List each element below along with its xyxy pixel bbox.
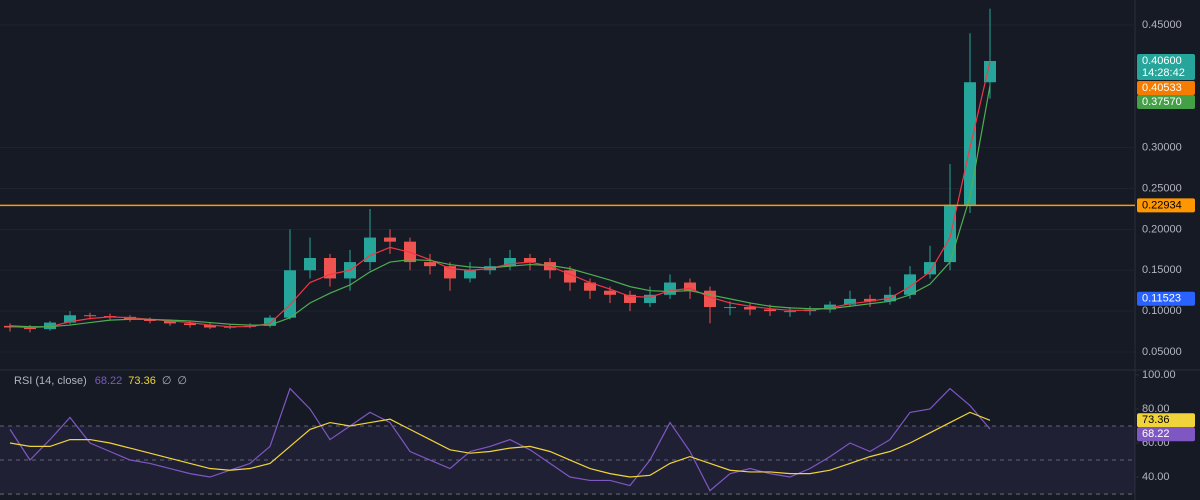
y-tick-label: 0.25000 <box>1142 182 1182 194</box>
candle-body <box>944 204 956 263</box>
candle-body <box>284 270 296 318</box>
moving-average <box>9 85 991 328</box>
hline-label-box <box>1137 198 1195 213</box>
rsi-ma-label-box <box>1137 413 1195 428</box>
rsi-line <box>9 411 991 478</box>
candle-body <box>724 307 736 309</box>
candle-body <box>204 325 216 328</box>
last-price: 0.40600 <box>1142 55 1182 67</box>
candle-body <box>644 294 656 303</box>
rsi-line <box>9 387 991 492</box>
candle-body <box>364 237 376 263</box>
hline-label: 0.22934 <box>1142 199 1182 211</box>
ma-label-box <box>1137 80 1195 95</box>
candle-body <box>324 258 336 279</box>
candle-body <box>84 315 96 317</box>
candle-body <box>664 282 676 295</box>
candle-body <box>144 319 156 321</box>
rsi-label: 68.22 <box>1142 428 1170 440</box>
candle-body <box>764 309 776 312</box>
candle-body <box>64 315 76 323</box>
candle-body <box>304 258 316 271</box>
candle-body <box>584 282 596 291</box>
candle-body <box>684 282 696 291</box>
ma-label: 0.37570 <box>1142 96 1182 108</box>
candle-body <box>744 307 756 310</box>
candle-body <box>864 298 876 302</box>
candle-body <box>264 317 276 326</box>
y-tick-label: 0.45000 <box>1142 19 1182 31</box>
price-box <box>1137 53 1195 80</box>
rsi-ma-label: 73.36 <box>1142 414 1170 426</box>
ma-label-box <box>1137 94 1195 109</box>
countdown: 14:28:42 <box>1142 67 1185 79</box>
candle-body <box>524 258 536 263</box>
candle-body <box>924 262 936 275</box>
indicator-value: ∅ <box>177 375 187 387</box>
y-tick-label: 80.00 <box>1142 403 1170 415</box>
marker-label: 0.11523 <box>1142 293 1181 305</box>
ma-label: 0.40533 <box>1142 82 1182 94</box>
candle-body <box>464 270 476 279</box>
candle-body <box>44 322 56 330</box>
y-tick-label: 100.00 <box>1142 369 1176 381</box>
candle-body <box>24 327 36 330</box>
candle-body <box>504 258 516 267</box>
candle-body <box>824 304 836 310</box>
candle-body <box>624 294 636 303</box>
indicator-value: ∅ <box>162 375 172 387</box>
marker-label-box <box>1137 291 1195 306</box>
candle-body <box>784 311 796 313</box>
candle-body <box>964 82 976 205</box>
y-tick-label: 0.15000 <box>1142 264 1182 276</box>
indicator-value: 73.36 <box>128 375 156 387</box>
moving-average <box>9 61 991 329</box>
candle-body <box>904 274 916 295</box>
candle-body <box>184 323 196 326</box>
candle-body <box>604 290 616 295</box>
indicator-title: RSI (14, close) <box>14 375 87 387</box>
y-tick-label: 0.30000 <box>1142 142 1182 154</box>
candle-body <box>384 237 396 242</box>
y-tick-label: 0.20000 <box>1142 223 1182 235</box>
candle-body <box>164 320 176 324</box>
rsi-label-box <box>1137 427 1195 442</box>
candle-body <box>424 262 436 267</box>
y-tick-label: 0.05000 <box>1142 346 1182 358</box>
y-tick-label: 40.00 <box>1142 471 1170 483</box>
candle-body <box>844 298 856 305</box>
y-tick-label: 0.10000 <box>1142 305 1182 317</box>
candle-body <box>704 290 716 308</box>
indicator-value: 68.22 <box>95 375 123 387</box>
